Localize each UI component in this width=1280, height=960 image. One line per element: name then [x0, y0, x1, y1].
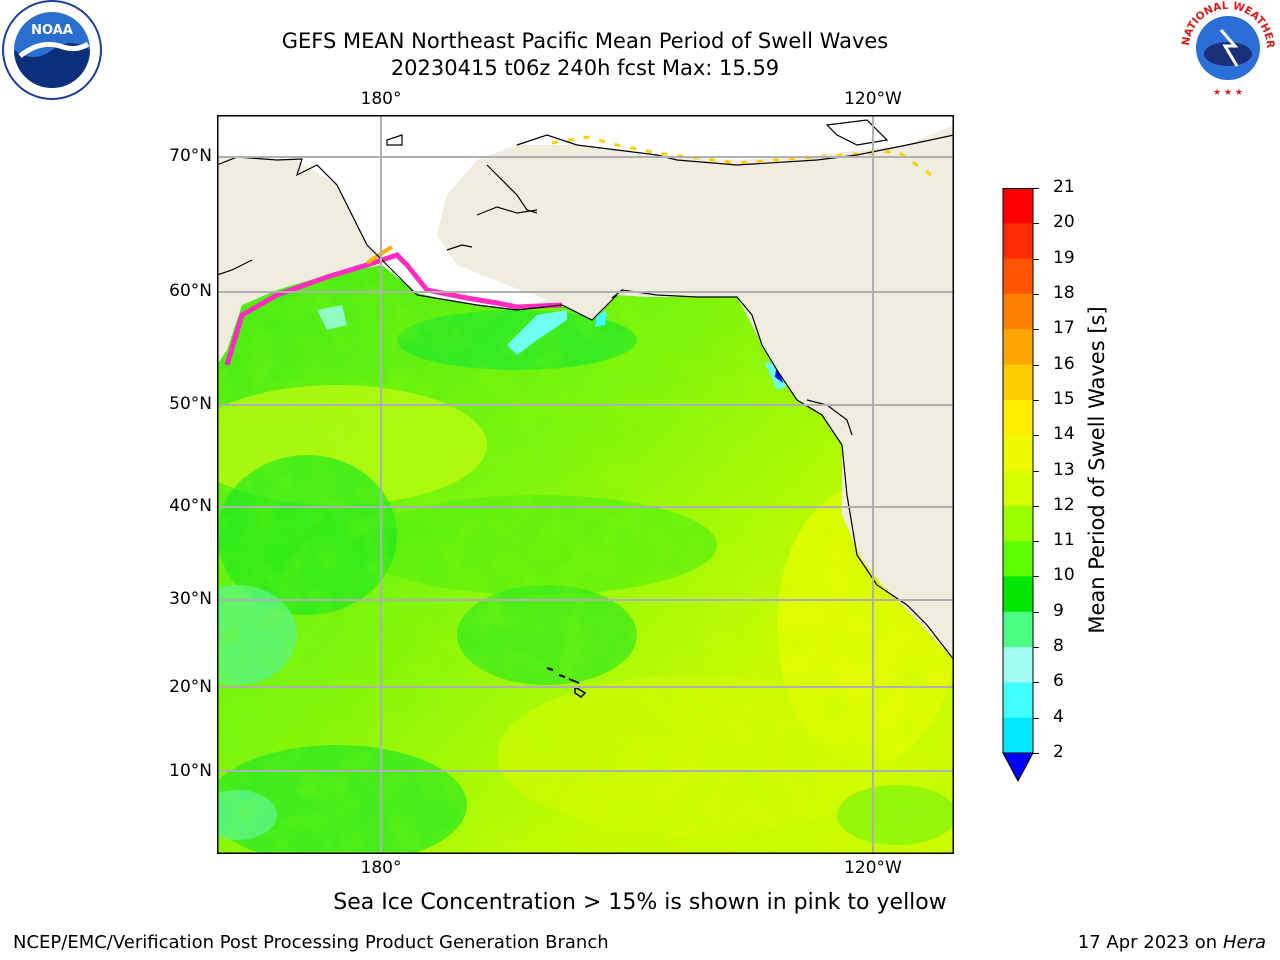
colorbar-label: Mean Period of Swell Waves [s]	[1085, 306, 1109, 634]
footer-date-text: 17 Apr 2023 on	[1077, 932, 1223, 953]
colorbar-segment	[1003, 329, 1033, 366]
footer-credit: NCEP/EMC/Verification Post Processing Pr…	[13, 932, 609, 953]
lat-label-20n: 20°N	[169, 677, 212, 697]
colorbar-segment	[1003, 576, 1033, 613]
colorbar-tick-label: 8	[1053, 636, 1064, 657]
colorbar-tick-label: 6	[1053, 671, 1064, 692]
colorbar-segment	[1003, 541, 1033, 577]
colorbar-tick-mark	[1033, 541, 1039, 543]
svg-text:NOAA: NOAA	[31, 23, 73, 38]
colorbar-segment	[1003, 188, 1033, 224]
colorbar-tick-mark	[1033, 611, 1039, 613]
colorbar-tick-label: 17	[1053, 318, 1075, 339]
map-panel	[216, 115, 955, 854]
colorbar-segment	[1003, 717, 1033, 754]
map-svg	[216, 115, 955, 854]
colorbar-segment	[1003, 647, 1033, 683]
colorbar-segment	[1003, 682, 1033, 719]
colorbar-tick-label: 10	[1053, 565, 1075, 586]
colorbar-tick-mark	[1033, 505, 1039, 507]
colorbar-segment	[1003, 258, 1033, 295]
colorbar-tick-label: 15	[1053, 388, 1075, 409]
svg-text:★ ★ ★: ★ ★ ★	[1213, 88, 1243, 98]
colorbar-tick-mark	[1033, 717, 1039, 719]
colorbar-tick-label: 9	[1053, 600, 1064, 621]
title-line-2: 20230415 t06z 240h fcst Max: 15.59	[390, 56, 780, 80]
colorbar-segment	[1003, 293, 1033, 330]
lat-label-70n: 70°N	[169, 146, 212, 166]
colorbar-tick-label: 18	[1053, 282, 1075, 303]
colorbar-tick-mark	[1033, 682, 1039, 684]
lon-label-bottom-180: 180°	[360, 858, 402, 878]
colorbar-tick-mark	[1033, 753, 1039, 754]
colorbar-tick-label: 14	[1053, 424, 1075, 445]
lat-label-40n: 40°N	[169, 496, 212, 516]
footer-host: Hera	[1222, 932, 1266, 953]
colorbar-tick-label: 20	[1053, 212, 1075, 233]
colorbar-segment	[1003, 364, 1033, 401]
colorbar-segment	[1003, 611, 1033, 648]
colorbar-tick-label: 21	[1053, 177, 1075, 197]
lat-label-50n: 50°N	[169, 394, 212, 414]
colorbar-tick-label: 13	[1053, 459, 1075, 480]
colorbar-tick-mark	[1033, 188, 1039, 189]
colorbar-tick-mark	[1033, 647, 1039, 649]
colorbar-under-arrow	[1002, 752, 1034, 783]
noaa-logo: NOAA	[0, 0, 104, 104]
title-line-1: GEFS MEAN Northeast Pacific Mean Period …	[281, 29, 889, 53]
colorbar-tick-mark	[1033, 470, 1039, 472]
colorbar-segment	[1003, 223, 1033, 260]
colorbar-tick-label: 2	[1053, 742, 1064, 762]
colorbar-segment	[1003, 505, 1033, 542]
lat-label-30n: 30°N	[169, 589, 212, 609]
colorbar-segment	[1003, 470, 1033, 507]
colorbar-tick-label: 4	[1053, 706, 1064, 727]
colorbar-tick-mark	[1033, 399, 1039, 401]
colorbar-svg	[1002, 188, 1034, 783]
colorbar-tick-mark	[1033, 329, 1039, 331]
colorbar-tick-mark	[1033, 576, 1039, 578]
colorbar-tick-mark	[1033, 223, 1039, 225]
colorbar-segment	[1003, 435, 1033, 471]
colorbar-segment	[1003, 399, 1033, 436]
colorbar-tick-mark	[1033, 293, 1039, 295]
lon-label-top-180: 180°	[360, 89, 402, 109]
lon-label-top-120w: 120°W	[844, 89, 902, 109]
colorbar-tick-label: 12	[1053, 494, 1075, 515]
sea-ice-caption: Sea Ice Concentration > 15% is shown in …	[333, 890, 947, 915]
colorbar	[1002, 188, 1034, 783]
colorbar-tick-label: 16	[1053, 353, 1075, 374]
colorbar-tick-label: 19	[1053, 247, 1075, 268]
map-frame	[217, 115, 954, 854]
sea-ice-edge	[224, 252, 563, 366]
footer-date: 17 Apr 2023 on Hera	[1078, 932, 1266, 953]
graticule	[217, 115, 954, 854]
lon-label-bottom-120w: 120°W	[844, 858, 902, 878]
colorbar-tick-mark	[1033, 364, 1039, 366]
colorbar-tick-label: 11	[1053, 530, 1075, 551]
colorbar-tick-mark	[1033, 258, 1039, 260]
swell-period-field	[217, 265, 954, 854]
colorbar-tick-mark	[1033, 435, 1039, 437]
lat-label-60n: 60°N	[169, 281, 212, 301]
nws-logo: NATIONAL WEATHER SERVICE ★ ★ ★	[1173, 0, 1280, 104]
lat-label-10n: 10°N	[169, 761, 212, 781]
